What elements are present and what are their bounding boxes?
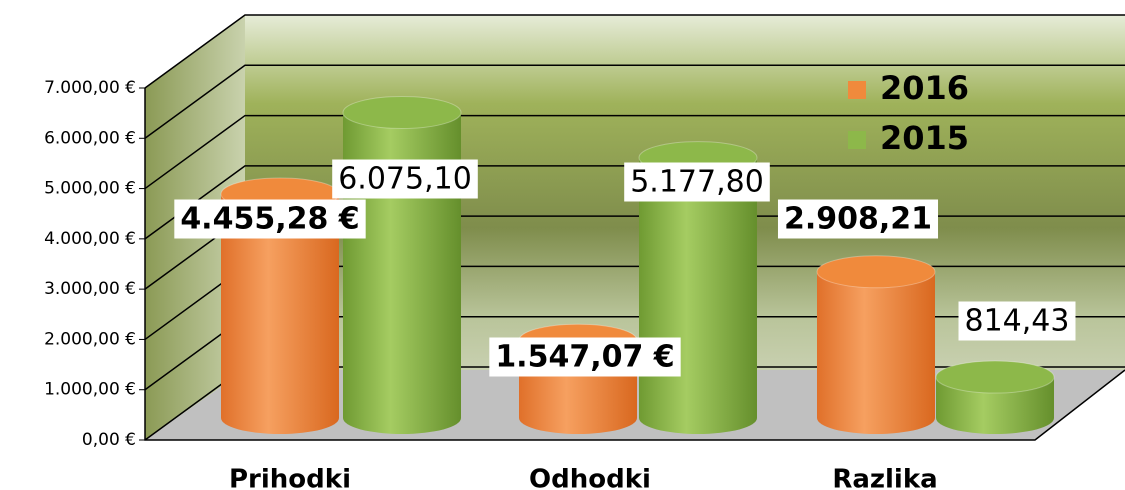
bar-top [936, 361, 1054, 393]
legend-swatch [848, 131, 866, 149]
value-label: 1.547,07 € [495, 340, 674, 375]
value-label: 6.075,10 [338, 162, 472, 197]
y-tick-label: 6.000,00 € [44, 128, 136, 148]
x-tick-label: Razlika [832, 465, 937, 490]
value-label: 4.455,28 € [180, 202, 359, 237]
bar-top [343, 97, 461, 129]
y-tick-label: 3.000,00 € [44, 279, 136, 299]
bar [817, 256, 935, 434]
bar [343, 97, 461, 434]
bar [936, 361, 1054, 434]
legend-label: 2015 [880, 119, 969, 157]
y-tick-label: 7.000,00 € [44, 78, 136, 98]
chart: 0,00 € 1.000,00 € 2.000,00 € 3.000,00 € 4.00… [0, 0, 1125, 490]
y-tick-label: 4.000,00 € [44, 229, 136, 249]
value-label: 5.177,80 [630, 165, 764, 200]
x-tick-label: Prihodki [229, 465, 351, 490]
y-tick-label: 1.000,00 € [44, 380, 136, 400]
legend-label: 2016 [880, 69, 969, 107]
legend-swatch [848, 81, 866, 99]
bar-body [817, 272, 935, 434]
x-tick-label: Odhodki [529, 465, 651, 490]
y-tick-label: 2.000,00 € [44, 329, 136, 349]
value-label: 814,43 [965, 304, 1070, 339]
y-tick-label: 0,00 € [82, 430, 136, 450]
y-tick-label: 5.000,00 € [44, 179, 136, 199]
bar-top [817, 256, 935, 288]
value-label: 2.908,21 [784, 202, 932, 237]
